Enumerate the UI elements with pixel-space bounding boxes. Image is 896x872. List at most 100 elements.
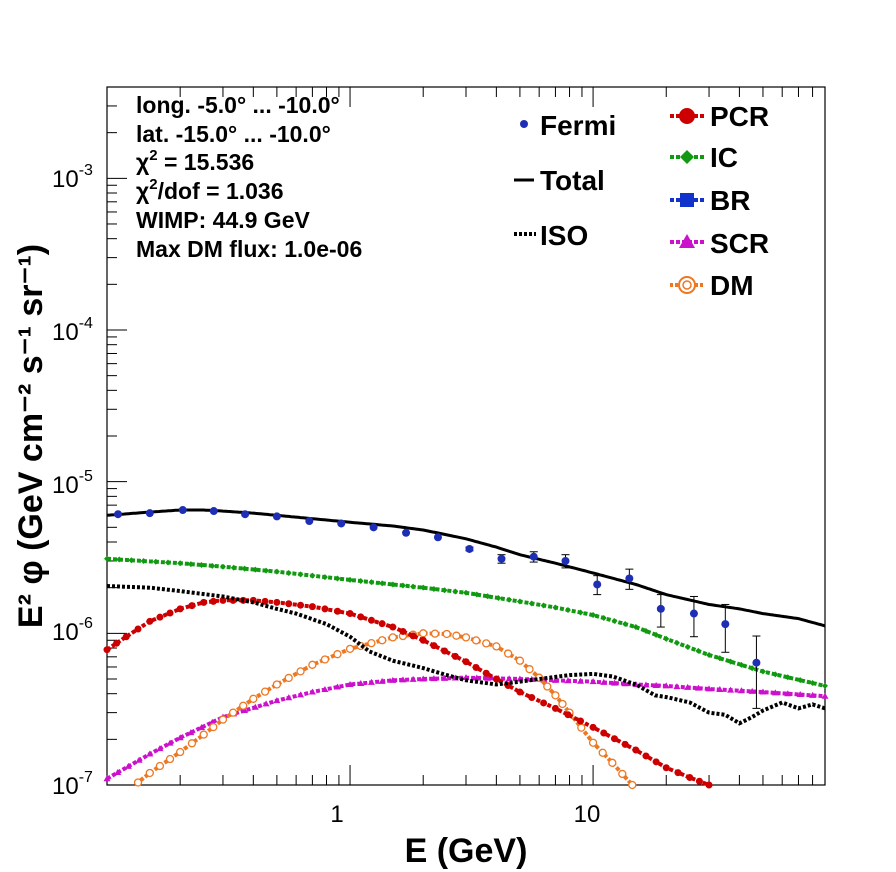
pcr-point [134,625,142,633]
ic-point [716,655,723,662]
dm-point [471,636,481,645]
pcr-point [674,769,682,777]
scr-point [809,691,817,698]
fermi-point [721,620,730,629]
scr-point [419,675,427,682]
scr-point [399,676,407,683]
ic-point [749,665,756,672]
ic-point [772,671,779,678]
fermi-point [689,609,698,618]
pcr-point [652,758,660,766]
ic-point [809,680,816,687]
ic-point [506,596,513,603]
ic-point [263,567,270,574]
dm-point [628,780,637,790]
annotation-longitude: long. -5.0° ... -10.0° [136,92,340,118]
scr-point [600,678,608,685]
ic-point [177,560,184,567]
pcr-point [409,632,417,640]
ic-point [552,604,559,611]
ic-point [164,559,171,566]
ic-point [473,591,480,598]
ic-point [441,587,448,594]
scr-point [652,681,660,688]
legend-scr-marker [679,234,695,248]
ic-point [187,561,194,568]
scr-point [156,745,164,752]
pcr-point [346,610,354,618]
ic-point [321,574,328,581]
ic-point [684,643,691,650]
ic-point [347,576,354,583]
dm-point [442,629,451,639]
scr-point [662,682,670,689]
annotation-chi2-dof: χ2/dof = 1.036 [136,176,284,204]
dm-point [525,665,534,674]
fermi-point [178,506,187,515]
scr-point [727,686,735,693]
scr-point [716,686,724,693]
scr-point [333,683,341,690]
legend-pcr-marker [679,108,695,124]
ic-point [528,600,535,607]
y-tick-labels: 10-7 10-6 10-5 10-4 10-3 [52,162,93,800]
dm-point [503,649,513,658]
ic-point [379,580,386,587]
scr-point [796,691,804,698]
pcr-point [632,746,640,754]
ic-point [577,609,584,616]
scr-point [198,723,206,730]
y-tick-label-1e-5: 10-5 [52,468,93,499]
ic-point [128,557,135,564]
ic-point [622,621,629,628]
ic-point [219,563,226,570]
dm-point [296,667,305,676]
pcr-point [642,752,650,760]
scr-point [251,703,259,710]
dm-point [482,639,491,648]
ic-point [357,578,364,585]
dm-point [430,629,440,638]
x-axis-title: E (GeV) [405,832,528,870]
pcr-point [200,598,208,606]
dm-point [577,723,586,732]
y-tick-label-1e-4: 10-4 [52,315,93,346]
ic-point [673,639,680,646]
legend-iso-label: ISO [540,220,588,251]
scr-point [262,700,270,707]
pcr-point [600,729,608,737]
scr-point [367,678,375,685]
ic-point [273,568,280,575]
ic-point [399,582,406,589]
dm-point [515,656,525,665]
dm-point [618,769,627,779]
ic-point [611,618,618,625]
ic-point [209,562,216,569]
fermi-point [752,658,761,667]
pcr-point [610,735,618,743]
pcr-point [695,777,703,785]
scr-point [285,694,293,701]
dm-point [308,660,317,669]
fermi-point [337,519,346,528]
fermi-point [272,512,281,521]
dm-point [176,747,185,757]
ic-point [484,593,491,600]
pcr-point [492,675,500,683]
scr-point [378,677,386,684]
pcr-point [472,663,480,671]
legend-fermi-marker [520,120,528,128]
annotation-wimp: WIMP: 44.9 GeV [136,207,310,233]
pcr-point [156,613,164,621]
scr-point [346,680,354,687]
ic-point [727,658,734,665]
fermi-point [561,556,570,565]
pcr-point [430,642,438,650]
pcr-point [146,617,154,625]
ic-point [241,565,248,572]
pcr-point [166,609,174,617]
fermi-point [402,528,411,537]
pcr-point [540,699,548,707]
scr-point [737,687,745,694]
legend-ic-marker [680,150,694,164]
